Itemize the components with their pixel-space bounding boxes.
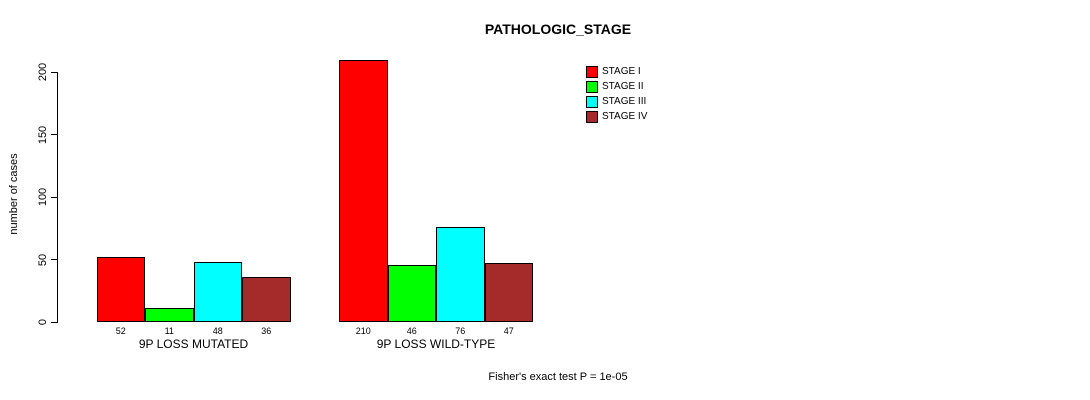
legend-swatch bbox=[586, 95, 598, 108]
y-axis-tick-label: 0 bbox=[37, 318, 49, 326]
y-axis-tick-label: 200 bbox=[37, 62, 49, 82]
bar-value-label: 210 bbox=[355, 326, 371, 336]
legend-swatch bbox=[586, 65, 598, 78]
y-axis-tick bbox=[51, 71, 58, 73]
bar-value-label: 36 bbox=[261, 326, 272, 336]
y-axis-tick bbox=[51, 134, 58, 135]
legend-swatch bbox=[586, 80, 598, 93]
group-label: 9P LOSS MUTATED bbox=[138, 337, 249, 351]
legend-item: STAGE IV bbox=[586, 110, 647, 123]
legend: STAGE I STAGE II STAGE III STAGE IV bbox=[586, 65, 647, 123]
group-label: 9P LOSS WILD-TYPE bbox=[376, 337, 496, 351]
bar-stage-iii bbox=[193, 262, 242, 322]
legend-label: STAGE I bbox=[602, 66, 641, 77]
chart-title: PATHOLOGIC_STAGE bbox=[484, 21, 632, 37]
bar-stage-ii bbox=[145, 308, 194, 322]
bar-value-label: 46 bbox=[406, 326, 417, 336]
bar-stage-ii bbox=[387, 264, 436, 322]
legend-label: STAGE II bbox=[602, 81, 644, 92]
y-axis-label: number of cases bbox=[8, 153, 20, 235]
bar-value-label: 47 bbox=[503, 326, 514, 336]
bar-value-label: 76 bbox=[455, 326, 466, 336]
y-axis-tick bbox=[51, 196, 58, 198]
legend-item: STAGE I bbox=[586, 65, 647, 78]
bar-stage-i bbox=[96, 257, 145, 322]
y-axis-tick bbox=[51, 259, 58, 260]
bar-stage-iii bbox=[436, 227, 485, 322]
y-axis-tick-label: 100 bbox=[37, 187, 49, 207]
y-axis-tick-label: 150 bbox=[37, 125, 49, 144]
bar-value-label: 52 bbox=[115, 326, 126, 336]
y-axis-tick bbox=[51, 321, 58, 323]
y-axis-tick-label: 50 bbox=[37, 253, 49, 266]
bar-stage-iv bbox=[484, 263, 533, 322]
legend-item: STAGE II bbox=[586, 80, 647, 93]
legend-item: STAGE III bbox=[586, 95, 647, 108]
bar-value-label: 11 bbox=[164, 326, 174, 336]
legend-label: STAGE III bbox=[602, 96, 647, 107]
statistics-caption: Fisher's exact test P = 1e-05 bbox=[488, 371, 628, 383]
legend-swatch bbox=[586, 110, 598, 123]
bar-stage-i bbox=[339, 59, 388, 322]
legend-label: STAGE IV bbox=[602, 111, 648, 122]
bar-value-label: 48 bbox=[212, 326, 223, 336]
bar-stage-iv bbox=[242, 277, 291, 322]
